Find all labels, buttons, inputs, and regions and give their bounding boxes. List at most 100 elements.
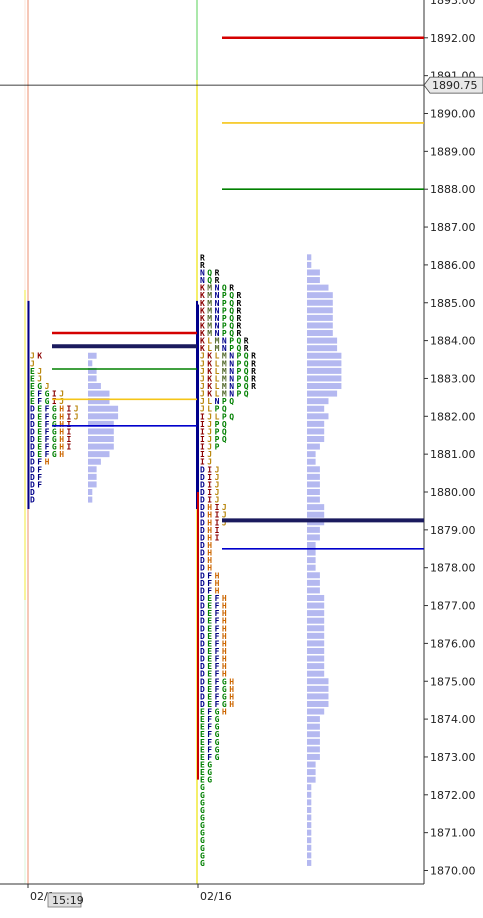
tpo-letter: H <box>207 503 212 512</box>
tpo-letter: E <box>200 723 205 732</box>
tpo-letter: G <box>207 768 212 777</box>
histogram-bar <box>307 814 312 821</box>
tpo-letter: F <box>45 450 50 459</box>
tpo-letter: N <box>200 276 205 285</box>
tpo-letter: D <box>30 465 35 474</box>
tpo-letter: D <box>200 556 205 565</box>
tpo-letter: G <box>200 836 205 845</box>
tpo-letter: J <box>215 496 220 505</box>
tpo-letter: F <box>37 473 42 482</box>
tpo-letter: D <box>200 632 205 641</box>
histogram-bar <box>307 829 312 836</box>
y-tick-label: 1889.00 <box>430 145 476 158</box>
histogram-bar <box>307 526 320 533</box>
tpo-letter: D <box>200 602 205 611</box>
histogram-bar <box>307 360 342 367</box>
tpo-letter: J <box>207 458 212 467</box>
tpo-letter: R <box>244 344 249 353</box>
tpo-letter: F <box>45 405 50 414</box>
tpo-letter: J <box>207 435 212 444</box>
tpo-letter: I <box>67 420 72 429</box>
tpo-letter: Q <box>207 276 212 285</box>
tpo-letter: F <box>215 647 220 656</box>
tpo-letter: F <box>215 609 220 618</box>
tpo-letter: D <box>200 594 205 603</box>
tpo-letter: K <box>200 306 205 315</box>
tpo-letter: E <box>37 412 42 421</box>
tpo-letter: Q <box>222 405 227 414</box>
histogram-bar <box>88 466 97 473</box>
tpo-letter: H <box>207 526 212 535</box>
tpo-letter: D <box>200 571 205 580</box>
tpo-letter: J <box>74 412 79 421</box>
tpo-letter: I <box>215 518 220 527</box>
histogram-bar <box>307 254 312 261</box>
tpo-letter: E <box>30 367 35 376</box>
histogram-bar <box>307 557 316 564</box>
tpo-letter: Q <box>222 420 227 429</box>
histogram-bar <box>88 398 110 405</box>
y-tick-label: 1873.00 <box>430 751 476 764</box>
histogram-bar <box>307 345 338 352</box>
tpo-letter: N <box>215 321 220 330</box>
tpo-letter: I <box>207 488 212 497</box>
tpo-letter: J <box>200 382 205 391</box>
tpo-letter: G <box>52 450 57 459</box>
tpo-letter: N <box>229 367 234 376</box>
tpo-letter: M <box>222 359 227 368</box>
tpo-letter: E <box>200 761 205 770</box>
tpo-letter: E <box>30 390 35 399</box>
tpo-letter: G <box>200 851 205 860</box>
histogram-bar <box>307 761 316 768</box>
tpo-letter: M <box>207 314 212 323</box>
tpo-letter: H <box>215 579 220 588</box>
tpo-letter: K <box>207 390 212 399</box>
tpo-letter: F <box>45 435 50 444</box>
tpo-letter: L <box>215 390 220 399</box>
tpo-letter: F <box>45 412 50 421</box>
tpo-letter: L <box>207 337 212 346</box>
tpo-letter: D <box>200 655 205 664</box>
histogram-bar <box>307 708 325 715</box>
tpo-letter: P <box>229 344 234 353</box>
tpo-letter: G <box>222 700 227 709</box>
tpo-letter: P <box>237 352 242 361</box>
tpo-letter: N <box>229 382 234 391</box>
tpo-letter: I <box>207 465 212 474</box>
tpo-letter: H <box>222 647 227 656</box>
histogram-bar <box>307 436 325 443</box>
histogram-bar <box>307 602 325 609</box>
histogram-bar <box>307 647 325 654</box>
tpo-letter: M <box>207 291 212 300</box>
tpo-letter: D <box>200 639 205 648</box>
tpo-letter: F <box>215 662 220 671</box>
tpo-letter: D <box>200 533 205 542</box>
histogram-bar <box>307 632 325 639</box>
tpo-letter: Q <box>237 337 242 346</box>
tpo-letter: J <box>45 382 50 391</box>
histogram-bar <box>88 428 114 435</box>
tpo-letter: P <box>222 412 227 421</box>
tpo-letter: J <box>200 390 205 399</box>
tpo-letter: N <box>229 390 234 399</box>
tpo-letter: K <box>200 291 205 300</box>
tpo-letter: R <box>237 299 242 308</box>
tpo-letter: M <box>215 344 220 353</box>
tpo-letter: G <box>215 738 220 747</box>
y-tick-label: 1881.00 <box>430 448 476 461</box>
histogram-bar <box>307 579 320 586</box>
tpo-letter: R <box>237 306 242 315</box>
tpo-letter: G <box>200 806 205 815</box>
tpo-letter: N <box>215 329 220 338</box>
histogram-bar <box>307 314 333 321</box>
histogram-bar <box>307 383 342 390</box>
histogram-bar <box>307 299 333 306</box>
histogram-bar <box>307 443 320 450</box>
tpo-letter: P <box>222 299 227 308</box>
tpo-letter: G <box>52 420 57 429</box>
tpo-letter: I <box>200 443 205 452</box>
tpo-letter: G <box>52 427 57 436</box>
tpo-letter: E <box>207 647 212 656</box>
